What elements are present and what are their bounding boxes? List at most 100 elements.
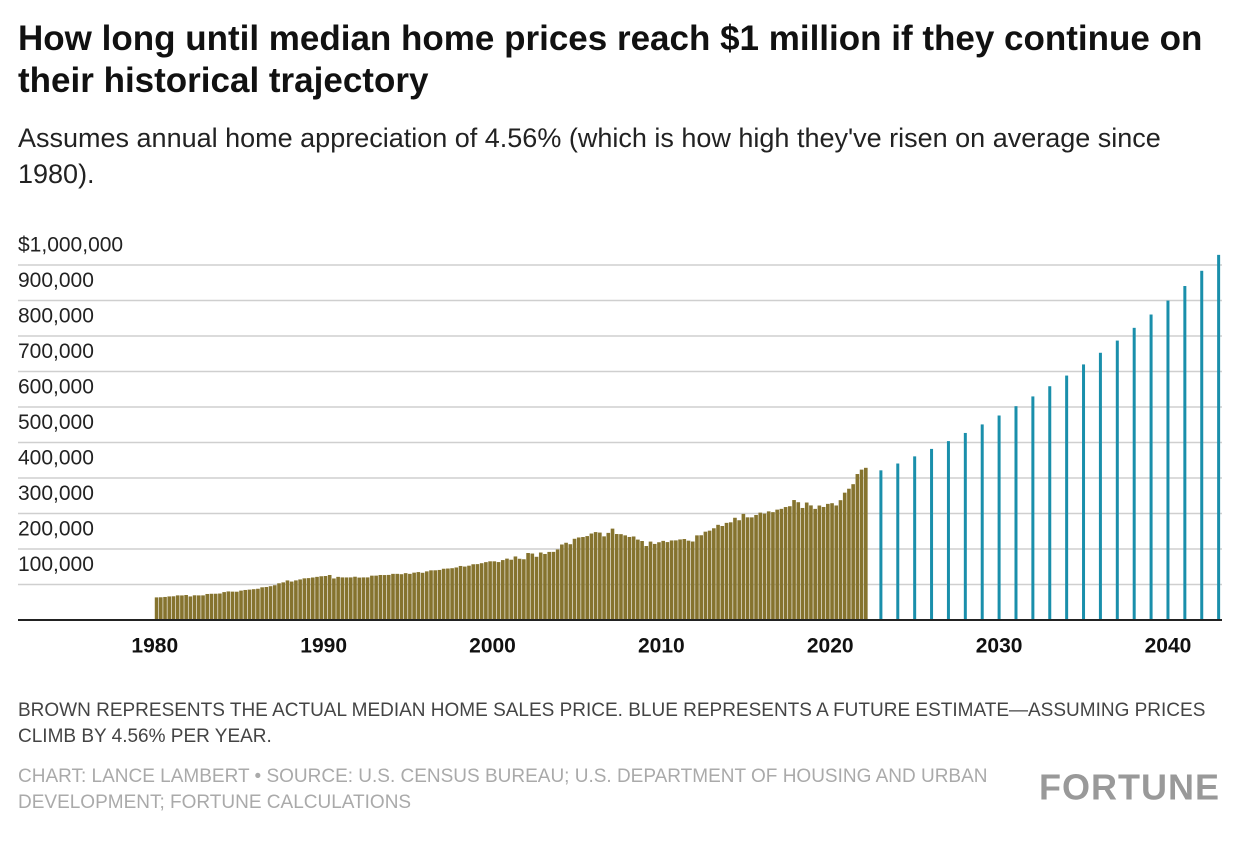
- bar: [264, 586, 269, 620]
- bar: [424, 571, 429, 620]
- bar: [555, 549, 560, 620]
- bar: [826, 503, 830, 620]
- bar: [471, 564, 476, 620]
- bar: [758, 512, 763, 620]
- bar: [640, 541, 644, 620]
- bar: [327, 574, 332, 620]
- bar: [209, 593, 214, 620]
- bar: [243, 589, 248, 620]
- bar: [336, 576, 340, 620]
- bar: [475, 564, 480, 620]
- bar: [298, 579, 302, 620]
- bar: [256, 588, 260, 620]
- x-tick-label: 2040: [1145, 635, 1192, 658]
- bar: [260, 587, 264, 620]
- bar: [530, 553, 535, 620]
- bar: [593, 532, 598, 620]
- bar: [614, 534, 619, 620]
- bar: [560, 544, 564, 620]
- bar: [420, 572, 425, 620]
- bar: [1166, 300, 1170, 620]
- bar: [707, 530, 712, 620]
- chart-source: CHART: LANCE LAMBERT • SOURCE: U.S. CENS…: [18, 766, 988, 813]
- bar: [412, 572, 416, 620]
- bar: [631, 536, 636, 620]
- bar: [180, 595, 184, 620]
- bar: [513, 556, 518, 620]
- bar: [792, 500, 796, 620]
- bar: [416, 572, 421, 620]
- bar: [783, 507, 788, 620]
- bar: [636, 539, 640, 620]
- bar: [606, 532, 611, 620]
- bar: [842, 492, 847, 620]
- bar: [365, 577, 370, 620]
- bar: [678, 539, 682, 620]
- bar: [724, 522, 729, 620]
- bar: [788, 506, 792, 620]
- bar: [458, 565, 463, 620]
- bar: [851, 484, 855, 620]
- bar: [294, 580, 298, 620]
- bar: [568, 544, 573, 620]
- bar: [737, 520, 741, 620]
- bar: [500, 560, 505, 620]
- subtitle-box: Assumes annual home appreciation of 4.56…: [18, 123, 1161, 189]
- bar: [619, 534, 623, 620]
- bar: [281, 582, 286, 620]
- x-tick-label: 2030: [976, 635, 1023, 658]
- bar: [754, 514, 758, 620]
- bar: [1115, 340, 1119, 620]
- chart-note: BROWN REPRESENTS THE ACTUAL MEDIAN HOME …: [18, 700, 1206, 747]
- bar: [230, 591, 235, 620]
- bar: [834, 505, 839, 620]
- bar: [750, 517, 754, 620]
- bar: [817, 505, 822, 620]
- brand-logo: FORTUNE: [1039, 767, 1220, 808]
- bar: [745, 517, 750, 620]
- bar: [564, 542, 568, 620]
- bar: [348, 577, 353, 620]
- bar: [462, 566, 467, 620]
- bar: [429, 570, 433, 620]
- bar: [517, 558, 522, 620]
- bar: [522, 559, 526, 620]
- bar: [838, 500, 843, 620]
- bar: [1217, 254, 1221, 621]
- bar: [864, 467, 868, 620]
- bar: [353, 576, 357, 620]
- bar: [1132, 327, 1136, 620]
- bar: [572, 538, 577, 620]
- bar: [775, 509, 779, 620]
- bar: [361, 577, 366, 620]
- y-tick-label: 600,000: [18, 376, 94, 399]
- bar: [378, 574, 383, 620]
- bar: [188, 596, 193, 620]
- bar: [386, 574, 391, 620]
- bar: [289, 581, 294, 620]
- bar: [720, 525, 725, 620]
- bar: [796, 502, 801, 620]
- bar: [408, 573, 412, 620]
- bar: [534, 556, 539, 620]
- plot: 100,000 200,000 300,000 400,000 500,000 600,0…: [18, 234, 1222, 658]
- x-tick-label: 1990: [300, 635, 347, 658]
- bar: [306, 578, 311, 620]
- bar: [441, 568, 446, 620]
- bar: [695, 535, 699, 620]
- bar: [804, 502, 809, 620]
- chart-subtitle: Assumes annual home appreciation of 4.56…: [18, 123, 1161, 189]
- bar: [644, 546, 649, 620]
- bar: [581, 537, 585, 620]
- bar: [509, 559, 514, 620]
- bar: [821, 506, 826, 620]
- bar: [543, 553, 547, 620]
- bar: [488, 561, 492, 620]
- bar: [690, 541, 695, 620]
- bar: [446, 568, 450, 620]
- bar: [699, 535, 703, 620]
- bar: [357, 577, 362, 620]
- bar: [771, 512, 775, 620]
